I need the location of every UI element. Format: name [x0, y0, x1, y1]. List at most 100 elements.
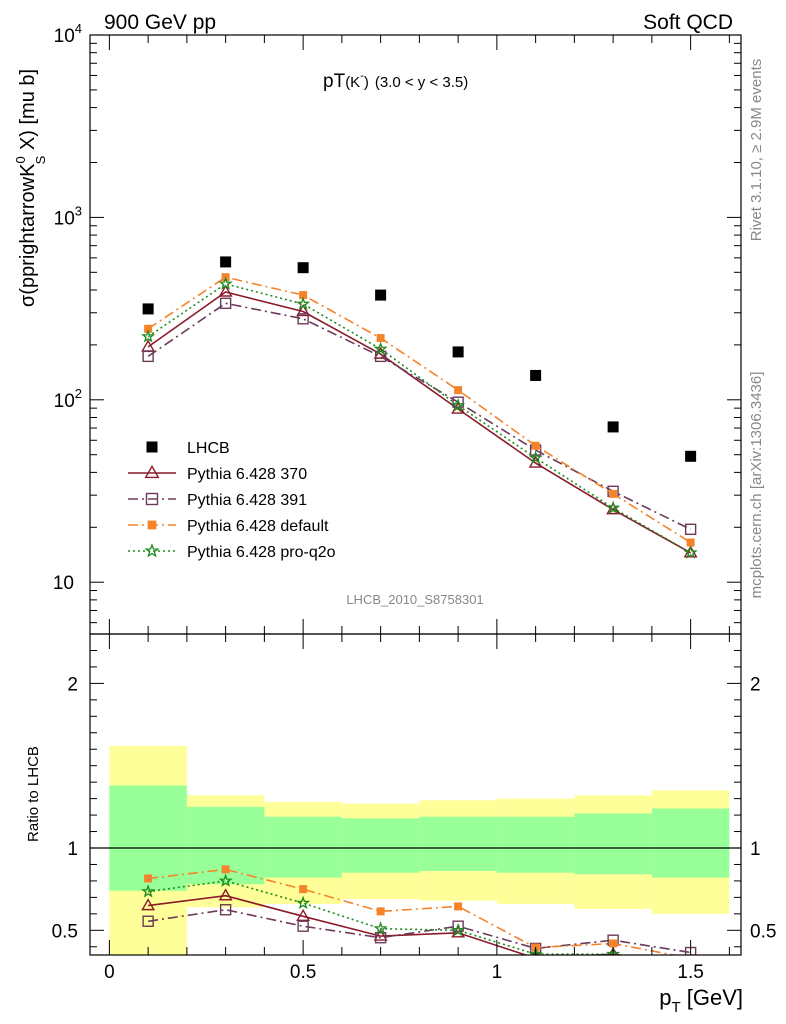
- source-label: mcplots.cern.ch [arXiv:1306.3436]: [748, 372, 765, 599]
- ratio-y-tick-label: 1: [750, 839, 761, 860]
- series-1: [141, 284, 698, 558]
- ratio-line: [147, 880, 626, 955]
- data-point: [141, 884, 156, 898]
- data-point: [220, 256, 232, 268]
- legend-label: Pythia 6.428 default: [187, 518, 329, 535]
- ratio-y-tick-label: 2: [67, 674, 78, 695]
- legend-label: Pythia 6.428 pro-q2o: [187, 544, 336, 561]
- y-tick-label: 102: [54, 386, 82, 412]
- series-0: [142, 256, 697, 462]
- data-point: [296, 908, 311, 922]
- data-point: [685, 450, 697, 462]
- data-point: [299, 885, 308, 894]
- data-point: [376, 334, 385, 343]
- header-left: 900 GeV pp: [104, 11, 216, 34]
- ratio-y-tick-label: 0.5: [52, 921, 78, 942]
- data-point: [141, 898, 156, 911]
- ratio-y-tick-label: 0.5: [750, 921, 776, 942]
- data-point: [374, 932, 387, 944]
- data-point: [218, 284, 233, 297]
- data-point: [683, 545, 698, 559]
- data-point: [218, 888, 233, 901]
- data-point: [144, 464, 160, 479]
- y-tick-label: 103: [54, 203, 82, 229]
- data-point: [607, 421, 619, 433]
- main-title: pT(K-) (3.0 < y < 3.5): [323, 70, 468, 92]
- uncertainty-band-inner: [264, 816, 342, 878]
- uncertainty-band-inner: [341, 818, 420, 873]
- data-point: [609, 489, 618, 498]
- data-point: [297, 262, 309, 274]
- data-point: [608, 946, 618, 955]
- main-ylabel: σ(pprightarrowK0 S X) [mu b]: [13, 69, 48, 307]
- series-line: [147, 291, 691, 554]
- data-point: [451, 922, 466, 937]
- series-line: [147, 283, 692, 554]
- data-point: [144, 324, 153, 333]
- data-point: [452, 920, 464, 932]
- data-point: [531, 441, 540, 450]
- data-point: [609, 939, 618, 948]
- data-point: [454, 902, 463, 911]
- legend-label: LHCB: [187, 440, 230, 457]
- uncertainty-band-inner: [109, 785, 187, 891]
- ratio-ylabel: Ratio to LHCB: [25, 746, 42, 842]
- ratio-line: [147, 908, 691, 954]
- ratio-series-3: [141, 873, 626, 955]
- ratio-frame: [89, 633, 742, 956]
- data-point: [296, 296, 311, 311]
- data-point: [144, 874, 153, 883]
- legend: LHCB Pythia 6.428 370 Pythia 6.428 391 Pyth…: [128, 440, 336, 561]
- data-point: [219, 904, 232, 916]
- data-point: [606, 946, 621, 955]
- series-line: [147, 302, 691, 531]
- y-tick-label: 10: [53, 573, 74, 594]
- header-right: Soft QCD: [643, 11, 733, 34]
- data-point: [530, 369, 542, 381]
- data-point: [373, 928, 388, 941]
- ratio-line: [148, 868, 678, 955]
- data-point: [376, 907, 385, 916]
- data-point: [528, 450, 543, 464]
- data-point: [451, 398, 466, 412]
- data-point: [218, 276, 233, 290]
- x-tick-label: 1.5: [677, 962, 703, 983]
- data-point: [452, 346, 464, 358]
- uncertainty-band-inner: [574, 813, 652, 875]
- data-point: [141, 329, 156, 343]
- rivet-version-label: Rivet 3.1.10, ≥ 2.9M events: [748, 59, 765, 242]
- data-point: [454, 386, 463, 395]
- data-point: [145, 492, 159, 506]
- uncertainty-band-inner: [419, 816, 497, 872]
- data-point: [606, 500, 621, 515]
- data-point: [142, 350, 154, 363]
- data-point: [684, 523, 697, 535]
- uncertainty-band-inner: [651, 808, 730, 878]
- data-point: [142, 303, 154, 315]
- uncertainty-band-inner: [496, 816, 575, 873]
- legend-label: Pythia 6.428 370: [187, 466, 307, 483]
- data-point: [147, 520, 157, 530]
- data-point: [218, 873, 233, 887]
- ratio-plot-area: [90, 745, 741, 955]
- y-tick-label: 104: [54, 21, 82, 47]
- data-point: [146, 441, 158, 453]
- ratio-y-tick-label: 1: [67, 839, 78, 860]
- data-point: [373, 341, 388, 355]
- xlabel: pT [GeV]: [659, 985, 743, 1016]
- x-tick-label: 0: [104, 962, 115, 983]
- data-point: [144, 543, 160, 558]
- data-point: [219, 297, 232, 310]
- data-point: [142, 915, 154, 927]
- series-4: [141, 276, 698, 559]
- ratio-y-tick-label: 2: [750, 674, 761, 695]
- data-point: [528, 946, 543, 955]
- data-point: [296, 304, 311, 317]
- series-line: [147, 276, 692, 544]
- legend-label: Pythia 6.428 391: [187, 492, 307, 509]
- data-point: [686, 538, 695, 547]
- analysis-id: LHCB_2010_S8758301: [346, 592, 483, 607]
- data-point: [299, 291, 308, 300]
- data-point: [297, 313, 309, 325]
